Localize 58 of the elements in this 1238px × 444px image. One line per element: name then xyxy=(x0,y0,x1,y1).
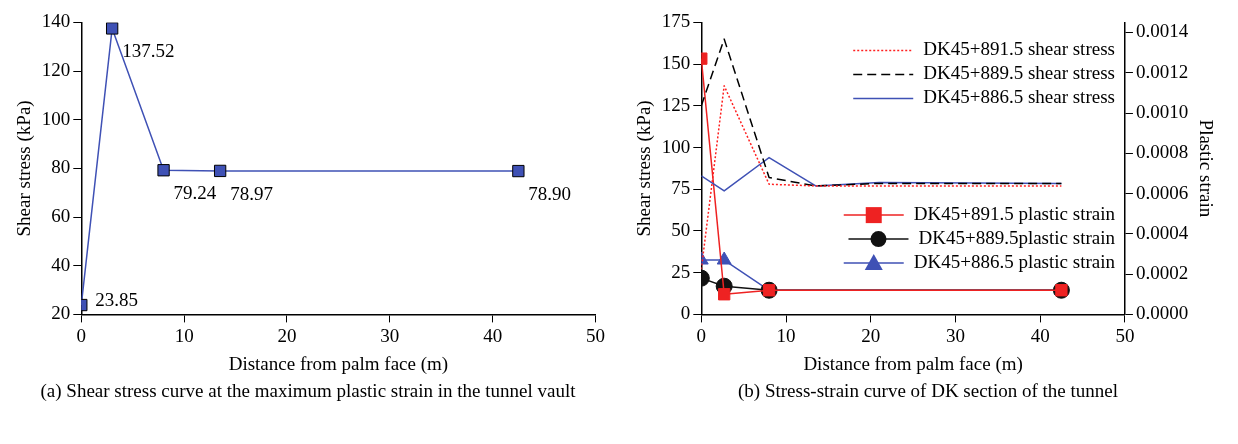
x-tick-label: 50 xyxy=(1115,324,1135,346)
data-label: 78.97 xyxy=(230,182,273,204)
x-axis-title: Distance from palm face (m) xyxy=(803,352,1023,375)
data-label: 78.90 xyxy=(528,183,572,205)
legend-label: DK45+886.5 shear stress xyxy=(923,86,1115,108)
x-tick-label: 10 xyxy=(174,324,194,346)
point xyxy=(106,22,119,35)
x-tick-label: 20 xyxy=(861,324,881,346)
y2-tick-label: 0.0004 xyxy=(1135,221,1189,243)
y-tick-label: 60 xyxy=(51,205,71,227)
point xyxy=(213,164,227,178)
point xyxy=(157,164,170,177)
y2-axis-title: Plastic strain xyxy=(1195,119,1217,218)
text: (a) Shear stress curve at the maximum plastic strain in the tunnel vault xyxy=(39,380,577,401)
y-tick-label: 50 xyxy=(671,218,691,240)
y2-tick-label: 0.0002 xyxy=(1135,262,1189,284)
y-tick-label: 125 xyxy=(661,93,691,115)
data-label: 137.52 xyxy=(122,40,175,62)
y-tick-label: 25 xyxy=(671,260,691,282)
point xyxy=(718,288,731,301)
point xyxy=(512,164,525,178)
x-tick-label: 10 xyxy=(776,324,796,346)
y-tick-label: 100 xyxy=(41,107,71,129)
y-tick-label: 150 xyxy=(661,52,691,74)
x-tick-label: 30 xyxy=(380,324,400,346)
legend-label: DK45+886.5 plastic strain xyxy=(913,251,1116,273)
data-label: 23.85 xyxy=(95,289,139,311)
x-tick-label: 50 xyxy=(586,324,605,346)
y2-tick-label: 0.0000 xyxy=(1135,302,1189,324)
x-tick-label: 40 xyxy=(1030,324,1050,346)
y-tick-label: 100 xyxy=(661,135,691,157)
y-axis-title: Shear stress (kPa) xyxy=(13,100,36,237)
y-tick-label: 20 xyxy=(51,302,71,324)
x-axis-title: Distance from palm face (m) xyxy=(228,352,449,375)
x-tick-label: 0 xyxy=(696,324,707,346)
legend-label: DK45+889.5plastic strain xyxy=(918,227,1116,249)
y2-tick-label: 0.0006 xyxy=(1135,181,1189,203)
data-label: 79.24 xyxy=(173,182,217,204)
y-tick-label: 40 xyxy=(51,253,71,275)
y-axis-title: Shear stress (kPa) xyxy=(633,100,656,237)
y-tick-label: 0 xyxy=(680,302,691,324)
x-tick-label: 40 xyxy=(483,324,503,346)
y2-tick-label: 0.0012 xyxy=(1135,60,1189,82)
y-tick-label: 175 xyxy=(661,10,691,32)
y-tick-label: 80 xyxy=(51,156,71,178)
text: (b) Stress-strain curve of DK section of the tunnel xyxy=(737,380,1119,401)
y2-tick-label: 0.0010 xyxy=(1135,101,1189,123)
legend-label: DK45+891.5 shear stress xyxy=(923,38,1115,60)
legend-label: DK45+889.5 shear stress xyxy=(923,62,1115,84)
legend-label: DK45+891.5 plastic strain xyxy=(913,203,1116,225)
x-tick-label: 0 xyxy=(76,324,87,346)
y-tick-label: 120 xyxy=(41,59,71,81)
y2-tick-label: 0.0008 xyxy=(1135,141,1189,163)
x-tick-label: 20 xyxy=(277,324,297,346)
y-tick-label: 140 xyxy=(41,10,71,32)
y-tick-label: 75 xyxy=(671,177,691,199)
x-tick-label: 30 xyxy=(945,324,965,346)
y2-tick-label: 0.0014 xyxy=(1135,20,1189,42)
